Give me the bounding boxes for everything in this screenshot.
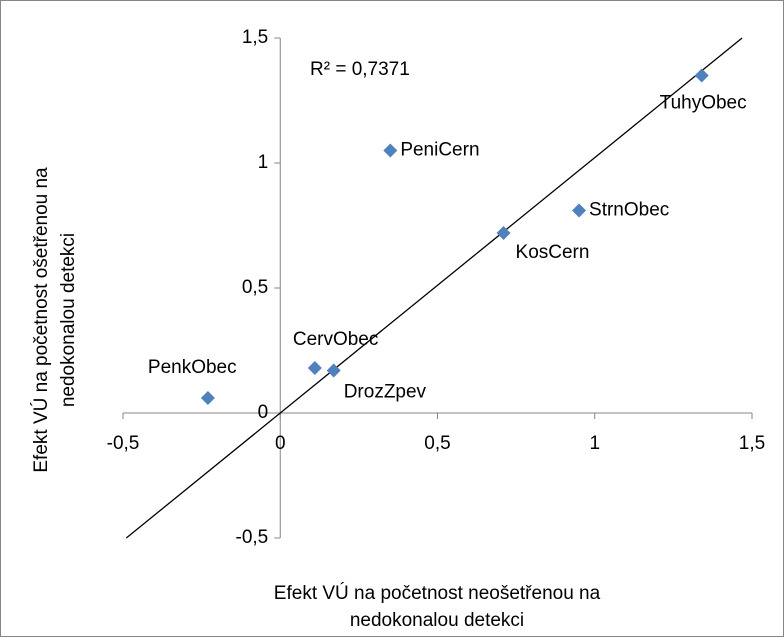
y-tick-label: 0,5: [242, 277, 268, 298]
point-label: KosCern: [516, 242, 590, 263]
x-tick-label: 0,5: [424, 433, 450, 454]
x-tick-label: 0: [275, 433, 286, 454]
trendline: [125, 37, 743, 539]
y-tick-label: -0,5: [236, 527, 269, 548]
point-label: StrnObec: [589, 200, 669, 221]
r-squared: R² = 0,7371: [310, 59, 410, 80]
point-label: PenkObec: [148, 357, 237, 378]
data-point: [307, 361, 322, 375]
y-axis-title-line: Efekt VÚ na početnost ošetřenou na: [30, 167, 52, 473]
x-tick-label: 1,5: [739, 433, 765, 454]
x-axis-title: nedokonalou detekci: [350, 610, 524, 631]
data-point: [694, 68, 709, 83]
point-label: TuhyObec: [660, 93, 747, 114]
x-tick-label: -0,5: [107, 433, 140, 454]
y-tick-label: 0: [258, 402, 269, 423]
data-point: [496, 226, 511, 240]
point-label: PeniCern: [400, 140, 479, 161]
data-point: [572, 203, 587, 218]
point-label: DrozZpev: [344, 382, 427, 403]
point-label: CervObec: [293, 329, 379, 350]
y-axis-title-line: nedokonalou detekci: [58, 233, 79, 407]
x-axis-title: Efekt VÚ na početnost neošetřenou na: [274, 582, 601, 604]
data-point: [383, 143, 398, 158]
x-tick-label: 1: [589, 433, 600, 454]
y-tick-label: 1: [258, 152, 269, 173]
y-axis-title: Efekt VÚ na početnost ošetřenou na nedok…: [30, 167, 79, 473]
data-point: [200, 391, 215, 405]
data-point: [326, 363, 341, 378]
y-tick-label: 1,5: [242, 27, 268, 48]
